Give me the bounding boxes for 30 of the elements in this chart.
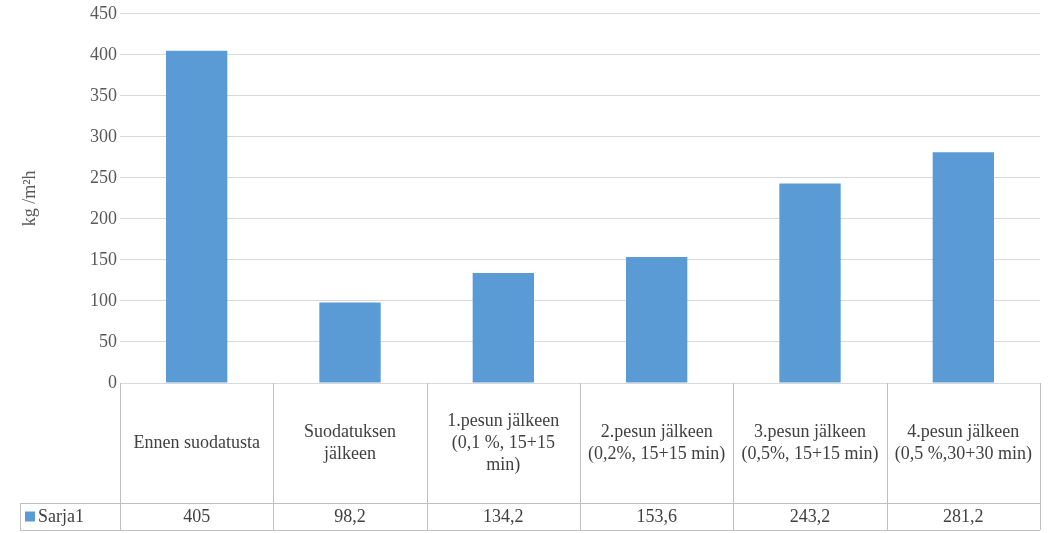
x-tick-label: 3.pesun jälkeen (0,5%, 15+15 min) bbox=[741, 420, 879, 464]
y-tick-label: 250 bbox=[90, 166, 117, 187]
data-label: 405 bbox=[183, 506, 211, 527]
x-tick-label: 4.pesun jälkeen (0,5 %,30+30 min) bbox=[894, 420, 1032, 464]
y-tick-label: 300 bbox=[90, 125, 117, 146]
legend-label: Sarja1 bbox=[38, 506, 84, 527]
x-tick-label: 1.pesun jälkeen (0,1 %, 15+15 min) bbox=[447, 409, 560, 475]
bar bbox=[932, 152, 994, 383]
bar bbox=[472, 272, 534, 383]
data-label: 243,2 bbox=[789, 506, 831, 527]
bar bbox=[779, 183, 841, 383]
bar bbox=[319, 302, 381, 383]
y-tick-label: 100 bbox=[90, 289, 117, 310]
x-tick-label: Suodatuksen jälkeen bbox=[304, 420, 396, 463]
data-label: 153,6 bbox=[636, 506, 677, 527]
y-tick-label: 150 bbox=[90, 248, 117, 269]
data-label: 98,2 bbox=[334, 506, 366, 527]
data-label: 281,2 bbox=[943, 506, 984, 527]
y-tick-label: 450 bbox=[90, 2, 117, 23]
bar bbox=[626, 256, 688, 383]
y-tick-label: 200 bbox=[90, 207, 117, 228]
y-tick-label: 350 bbox=[90, 84, 117, 105]
bar bbox=[166, 50, 228, 383]
data-label: 134,2 bbox=[483, 506, 524, 527]
x-tick-label: Ennen suodatusta bbox=[133, 431, 260, 452]
y-tick-label: 400 bbox=[90, 43, 117, 64]
x-tick-label: 2.pesun jälkeen (0,2%, 15+15 min) bbox=[588, 420, 726, 464]
y-axis-title: kg /m²h bbox=[18, 170, 39, 227]
y-tick-label: 50 bbox=[99, 330, 117, 351]
y-tick-label: 0 bbox=[108, 371, 117, 392]
